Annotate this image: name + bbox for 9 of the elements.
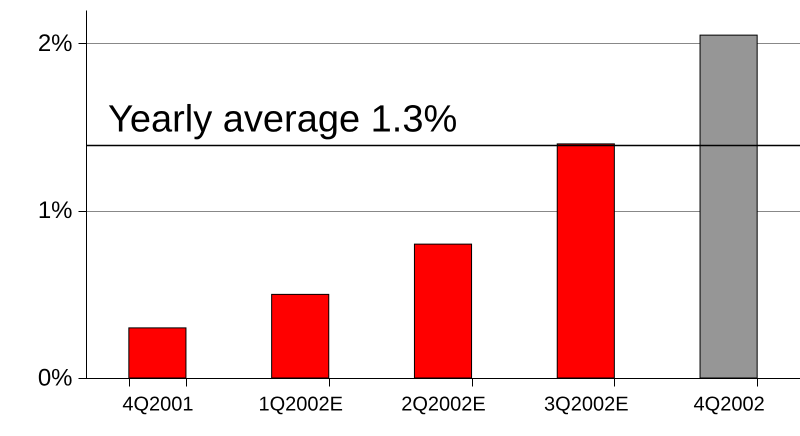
x-tick-label: 3Q2002E xyxy=(544,394,629,416)
y-tick-label: 1% xyxy=(38,197,72,224)
y-tick-label: 0% xyxy=(38,364,72,392)
x-tick-label: 1Q2002E xyxy=(258,394,343,416)
x-tick-label: 2Q2002E xyxy=(401,394,486,416)
x-tick-label: 4Q2001 xyxy=(122,394,194,416)
y-tick-label: 2% xyxy=(38,30,72,57)
x-tick-label: 4Q2002 xyxy=(694,394,765,416)
ref-line-label: Yearly average 1.3% xyxy=(108,98,458,140)
